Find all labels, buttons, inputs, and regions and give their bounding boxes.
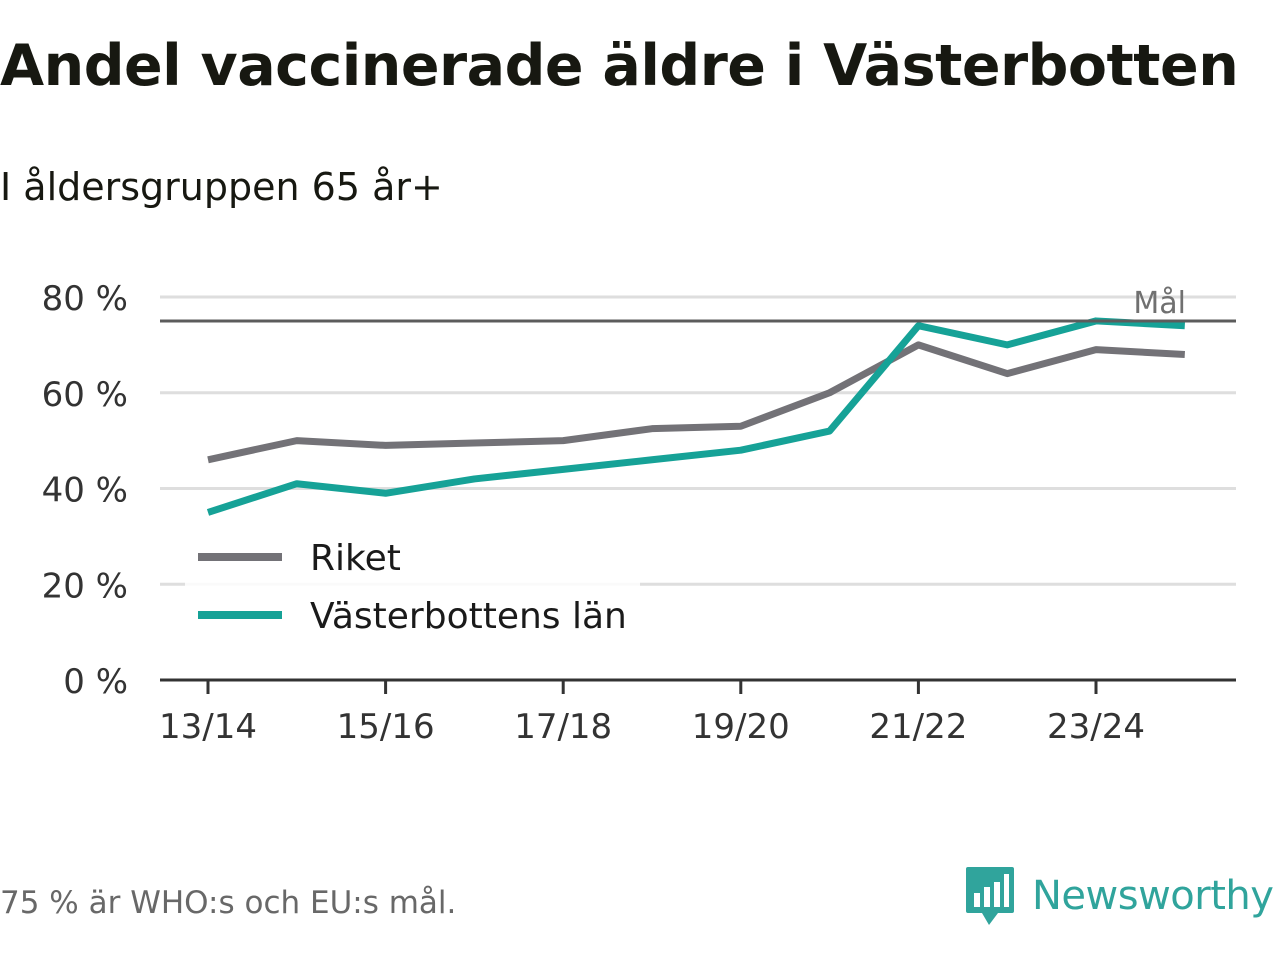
y-tick-label: 60 % — [42, 375, 128, 415]
legend: Riket Västerbottens län — [185, 530, 640, 645]
x-tick-label: 19/20 — [692, 707, 790, 747]
y-tick-label: 80 % — [42, 279, 128, 319]
y-axis-tick-labels: 0 % 20 % 40 % 60 % 80 % — [42, 279, 128, 702]
newsworthy-logo-icon — [966, 867, 1014, 925]
y-tick-label: 40 % — [42, 471, 128, 511]
line-chart: 0 % 20 % 40 % 60 % 80 % 13/14 15/16 17/18 19/20… — [42, 279, 1236, 747]
x-tick-label: 13/14 — [159, 707, 257, 747]
x-tick-label: 17/18 — [514, 707, 612, 747]
chart-title: Andel vaccinerade äldre i Västerbotten — [0, 33, 1239, 99]
series-line-vasterbotten — [206, 317, 1185, 516]
x-tick-label: 15/16 — [337, 707, 435, 747]
series-lines — [206, 317, 1185, 516]
legend-background — [185, 530, 640, 645]
brand-logo: Newsworthy — [964, 864, 1274, 928]
x-tick-label: 23/24 — [1047, 707, 1145, 747]
series-line-riket — [207, 341, 1185, 464]
legend-label: Västerbottens län — [310, 596, 627, 637]
footnote: 75 % är WHO:s och EU:s mål. — [0, 885, 457, 921]
goal-label: Mål — [1133, 286, 1186, 321]
brand-name: Newsworthy — [1032, 873, 1274, 919]
legend-label: Riket — [310, 538, 401, 579]
x-tick-label: 21/22 — [869, 707, 967, 747]
x-axis: 13/14 15/16 17/18 19/20 21/22 23/24 — [159, 678, 1236, 747]
y-tick-label: 0 % — [63, 662, 128, 702]
y-tick-label: 20 % — [42, 566, 128, 606]
goal-reference: Mål — [160, 286, 1236, 323]
chart-subtitle: I åldersgruppen 65 år+ — [0, 165, 443, 209]
